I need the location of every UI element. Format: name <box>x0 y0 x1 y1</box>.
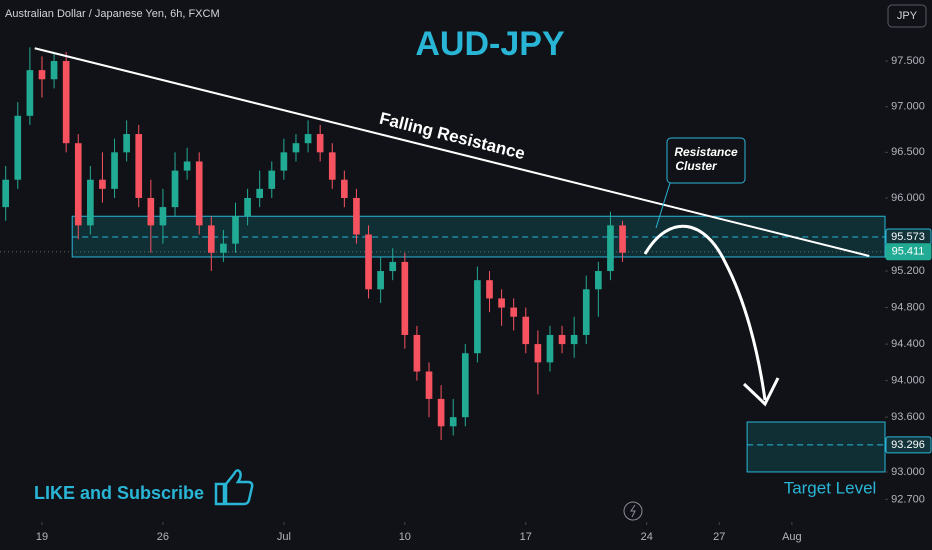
y-tick-label: 97.500 <box>891 55 925 67</box>
candle-body <box>111 152 118 189</box>
cta-text: LIKE and Subscribe <box>34 483 204 503</box>
y-tick-label: 94.400 <box>891 338 925 350</box>
candle-body <box>498 298 505 308</box>
candle-body <box>510 307 518 317</box>
candle-body <box>486 280 493 299</box>
candle-body <box>123 134 130 153</box>
projection-arrowhead <box>742 377 780 407</box>
candle-body <box>280 152 288 171</box>
replay-bolt <box>630 504 636 518</box>
candle-body <box>268 170 276 189</box>
candle-body <box>50 61 58 80</box>
candle-body <box>425 371 433 399</box>
x-tick-label: 17 <box>520 531 532 543</box>
candle-body <box>195 161 203 226</box>
y-tick-label: 95.200 <box>891 265 925 277</box>
candle-body <box>474 280 481 354</box>
candle-body <box>74 143 82 226</box>
y-tick-label: 94.000 <box>891 375 925 387</box>
price-label-box <box>885 243 932 261</box>
y-tick-label: 92.700 <box>891 493 925 505</box>
candle-body <box>582 289 590 335</box>
y-tick-label: 93.000 <box>891 466 925 478</box>
candle-body <box>328 152 336 180</box>
candle-body <box>316 134 324 153</box>
x-tick-label: Jul <box>277 531 291 543</box>
candle-body <box>62 61 70 144</box>
zone <box>746 421 886 473</box>
candle-body <box>244 197 251 217</box>
candle-body <box>256 188 264 198</box>
candle-body <box>232 216 239 244</box>
candle-body <box>570 334 578 345</box>
projection-arrow <box>643 224 767 401</box>
candle-body <box>292 143 300 153</box>
candle-body <box>304 134 312 144</box>
candle-body <box>558 334 566 345</box>
price-label-box <box>885 436 932 454</box>
candle-body <box>437 398 445 427</box>
candle-body <box>461 353 469 418</box>
chart-title: AUD-JPY <box>415 25 565 63</box>
candle-body <box>26 70 34 116</box>
candle-body <box>365 234 372 290</box>
price-label: 95.411 <box>892 246 925 258</box>
y-tick-label: 93.600 <box>891 411 925 423</box>
candle-body <box>522 316 530 345</box>
candle-body <box>546 334 554 363</box>
candle-body <box>183 161 191 171</box>
currency-label[interactable]: JPY <box>897 10 918 22</box>
candle-body <box>87 179 94 226</box>
candle-body <box>135 134 143 198</box>
candle-body <box>159 207 167 226</box>
callout-pointer <box>655 182 671 229</box>
price-label: 95.573 <box>891 231 925 243</box>
x-tick-label: 26 <box>157 531 169 543</box>
candle-body <box>147 197 155 226</box>
candle-body <box>413 334 421 372</box>
x-tick-label: 24 <box>641 531 653 543</box>
candle-body <box>38 70 46 80</box>
candle-body <box>377 271 384 290</box>
candle-body <box>595 271 602 290</box>
candle-body <box>619 225 626 253</box>
callout-line: Cluster <box>675 159 718 173</box>
callout-line: Resistance <box>674 145 738 159</box>
trendline <box>34 47 870 257</box>
y-tick-label: 97.000 <box>891 101 925 113</box>
replay-icon[interactable] <box>623 501 643 521</box>
y-tick-label: 96.500 <box>891 146 925 158</box>
price-label: 93.296 <box>891 439 925 451</box>
x-tick-label: Aug <box>782 531 802 543</box>
candle-body <box>220 243 227 253</box>
target-label: Target Level <box>784 478 877 497</box>
thumbs-up-icon <box>214 469 254 506</box>
x-tick-label: 10 <box>399 531 411 543</box>
currency-button[interactable] <box>887 4 927 28</box>
x-tick-label: 27 <box>713 531 725 543</box>
y-tick-label: 96.000 <box>891 192 925 204</box>
candle-body <box>353 197 360 235</box>
y-tick-label: 94.800 <box>891 301 925 313</box>
candle-body <box>171 170 179 208</box>
candle-body <box>2 179 10 208</box>
chart-header: Australian Dollar / Japanese Yen, 6h, FX… <box>5 8 220 20</box>
candle-body <box>449 417 457 427</box>
candle-body <box>401 261 409 335</box>
candle-body <box>534 344 542 363</box>
candle-body <box>14 115 22 180</box>
x-tick-label: 19 <box>36 531 48 543</box>
candle-body <box>389 261 397 272</box>
callout-box <box>666 137 746 184</box>
candle-body <box>207 225 215 253</box>
candle-body <box>99 179 106 189</box>
candle-body <box>341 179 348 198</box>
candle-body <box>607 225 614 272</box>
